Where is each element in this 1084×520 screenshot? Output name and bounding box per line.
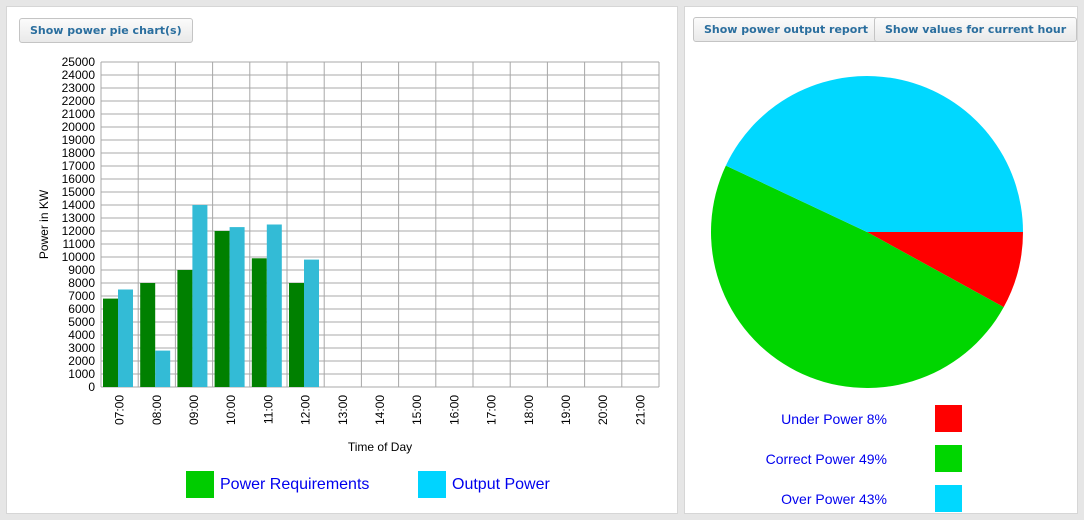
y-tick-label: 12000 <box>62 224 96 238</box>
x-tick-label: 21:00 <box>633 395 647 425</box>
x-tick-label: 18:00 <box>522 395 536 425</box>
requirements-bar <box>140 283 156 387</box>
y-tick-label: 21000 <box>62 107 96 121</box>
pie-legend-swatch-under-power <box>935 405 962 432</box>
show-power-output-report-button[interactable]: Show power output report <box>693 17 880 42</box>
y-tick-label: 22000 <box>62 94 96 108</box>
requirements-bar <box>103 298 118 387</box>
output-bar <box>192 205 208 387</box>
show-current-hour-button[interactable]: Show values for current hour <box>874 17 1078 42</box>
y-tick-label: 15000 <box>62 185 96 199</box>
y-tick-label: 2000 <box>68 354 95 368</box>
output-bar <box>266 224 282 387</box>
y-tick-label: 6000 <box>68 302 95 316</box>
output-bar <box>229 227 245 387</box>
x-tick-label: 19:00 <box>559 395 573 425</box>
pie-legend-swatch-over-power <box>935 485 962 512</box>
y-tick-label: 7000 <box>68 289 95 303</box>
x-tick-label: 12:00 <box>299 395 313 425</box>
pie-slice-under-power <box>867 232 1023 308</box>
y-axis-label: Power in KW <box>37 189 51 259</box>
x-axis-label: Time of Day <box>348 440 412 454</box>
y-tick-label: 14000 <box>62 198 96 212</box>
y-tick-label: 13000 <box>62 211 96 225</box>
y-tick-label: 20000 <box>62 120 96 134</box>
pie-legend-label-under-power: Under Power 8% <box>781 411 887 427</box>
x-tick-label: 20:00 <box>596 395 610 425</box>
legend-swatch-requirements <box>186 471 214 498</box>
output-bar <box>304 259 319 387</box>
y-tick-label: 5000 <box>68 315 95 329</box>
y-tick-label: 11000 <box>63 237 96 251</box>
y-tick-label: 1000 <box>68 367 95 381</box>
x-tick-label: 13:00 <box>336 395 350 425</box>
requirements-bar <box>177 270 193 387</box>
y-tick-label: 8000 <box>68 276 95 290</box>
x-tick-label: 17:00 <box>485 395 499 425</box>
y-tick-label: 10000 <box>62 250 96 264</box>
legend-label-output: Output Power <box>452 476 551 493</box>
pie-legend-label-over-power: Over Power 43% <box>781 491 887 507</box>
requirements-bar <box>214 231 230 387</box>
pie-slice-correct-power <box>711 165 1004 388</box>
x-tick-label: 14:00 <box>373 395 387 425</box>
requirements-bar <box>251 258 267 387</box>
legend-label-requirements: Power Requirements <box>220 476 369 493</box>
pie-legend-swatch-correct-power <box>935 445 962 472</box>
bar-chart: 0100020003000400050006000700080009000100… <box>37 55 660 498</box>
y-tick-label: 16000 <box>62 172 96 186</box>
y-tick-label: 9000 <box>68 263 95 277</box>
y-tick-label: 3000 <box>68 341 95 355</box>
y-tick-label: 0 <box>88 380 95 394</box>
y-tick-label: 4000 <box>68 328 95 342</box>
legend-swatch-output <box>418 471 446 498</box>
bar-chart-panel: Show power pie chart(s) 0 1000 2000 3000 400… <box>6 6 678 514</box>
x-tick-label: 15:00 <box>410 395 424 425</box>
x-tick-label: 09:00 <box>187 395 201 425</box>
output-bar <box>118 289 133 387</box>
y-tick-label: 18000 <box>62 146 96 160</box>
show-pie-chart-button[interactable]: Show power pie chart(s) <box>19 18 193 43</box>
pie-legend-label-correct-power: Correct Power 49% <box>766 451 887 467</box>
pie-chart: Under Power 8% Correct Power 49% Over Powe… <box>711 76 1023 512</box>
output-bar <box>155 350 171 387</box>
y-tick-label: 17000 <box>62 159 96 173</box>
x-tick-label: 10:00 <box>224 395 238 425</box>
y-tick-label: 23000 <box>62 81 96 95</box>
y-tick-label: 24000 <box>62 68 96 82</box>
x-tick-label: 07:00 <box>113 395 127 425</box>
x-tick-label: 16:00 <box>447 395 461 425</box>
pie-slice-over-power <box>725 76 1023 233</box>
x-tick-label: 08:00 <box>150 395 164 425</box>
y-tick-label: 25000 <box>62 55 96 69</box>
requirements-bar <box>289 283 304 387</box>
y-tick-label: 19000 <box>62 133 96 147</box>
pie-chart-panel: Show power output report Show values for… <box>684 6 1078 514</box>
x-tick-label: 11:00 <box>261 395 275 424</box>
